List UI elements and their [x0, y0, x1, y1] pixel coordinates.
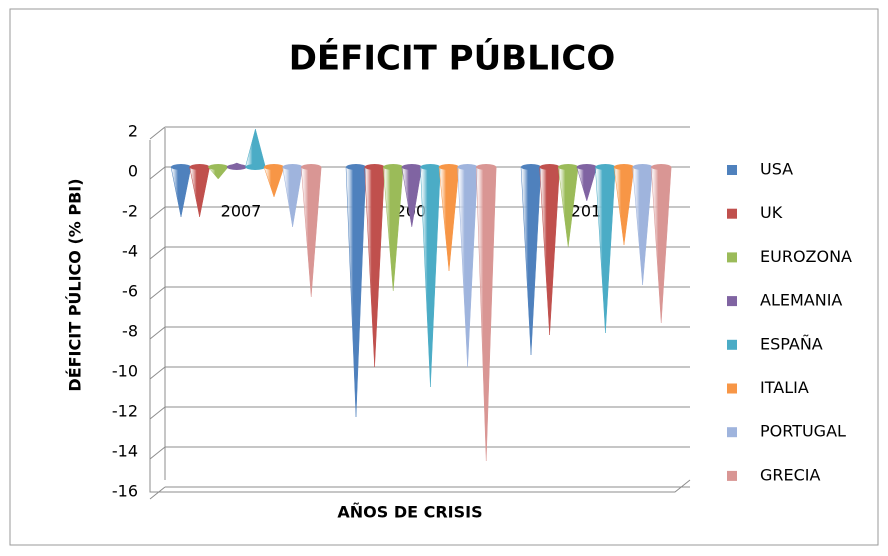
cone-base — [476, 164, 497, 170]
legend-label: ESPAÑA — [760, 334, 823, 353]
grid-line-side — [149, 486, 166, 500]
y-tick-label: -16 — [112, 482, 138, 501]
y-tick-label: -10 — [112, 362, 138, 381]
legend-swatch — [727, 383, 737, 394]
y-tick-label: 0 — [128, 162, 138, 181]
legend-label: EUROZONA — [760, 247, 852, 266]
chart-title: DÉFICIT PÚBLICO — [289, 38, 616, 79]
legend-label: GRECIA — [760, 465, 821, 484]
y-tick-label: -2 — [122, 202, 138, 221]
legend-swatch — [727, 339, 737, 350]
cone-base — [521, 164, 541, 170]
grid-line-side — [149, 446, 166, 460]
axis-frame — [149, 140, 691, 493]
x-tick-label: 2007 — [221, 202, 262, 221]
legend-swatch — [727, 165, 737, 175]
legend-swatch — [727, 427, 737, 438]
cone-base — [614, 164, 634, 170]
legend-label: USA — [760, 160, 793, 179]
grid-line-side — [149, 286, 166, 300]
y-tick-label: -12 — [112, 402, 138, 421]
cone-base — [189, 164, 210, 170]
cone-base — [558, 164, 579, 170]
cone-base — [383, 164, 404, 170]
legend-swatch — [727, 296, 737, 307]
cone-base — [439, 164, 459, 170]
grid-line-side — [149, 246, 166, 260]
legend-swatch — [727, 470, 737, 481]
cone-base — [226, 164, 247, 170]
cone-base — [245, 164, 266, 170]
grid-line-side — [149, 406, 166, 420]
cone-base — [576, 164, 597, 170]
legend-label: ITALIA — [760, 378, 809, 397]
cone-base — [282, 164, 303, 170]
cone-base — [420, 164, 441, 170]
grid-line-side — [149, 326, 166, 340]
legend-label: UK — [760, 203, 783, 222]
y-tick-label: 2 — [128, 122, 138, 141]
y-tick-label: -8 — [122, 322, 138, 341]
x-axis-title: AÑOS DE CRISIS — [337, 503, 482, 522]
cone-base — [346, 164, 366, 170]
cone-base — [457, 164, 478, 170]
cone-base — [651, 164, 672, 170]
y-tick-label: -14 — [112, 442, 138, 461]
cone-base — [539, 164, 560, 170]
cone-base — [595, 164, 616, 170]
cone-base — [632, 164, 653, 170]
grid-line-side — [149, 166, 166, 180]
legend-label: PORTUGAL — [760, 422, 846, 441]
legend-label: ALEMANIA — [760, 291, 842, 310]
chart-border — [9, 8, 879, 546]
grid-line-side — [149, 126, 166, 140]
legend-swatch — [727, 252, 737, 263]
cone-base — [171, 164, 191, 170]
grid-line-side — [149, 206, 166, 220]
y-axis-title: DÉFICIT PÚLICO (% PBI) — [66, 178, 85, 391]
cone-base — [208, 164, 229, 170]
cone-base — [364, 164, 385, 170]
grid-line-side — [149, 366, 166, 380]
y-tick-label: -4 — [122, 242, 138, 261]
legend-swatch — [727, 208, 737, 219]
cone-base — [301, 164, 322, 170]
cone-base — [401, 164, 422, 170]
y-tick-label: -6 — [122, 282, 138, 301]
cone-base — [264, 164, 284, 170]
